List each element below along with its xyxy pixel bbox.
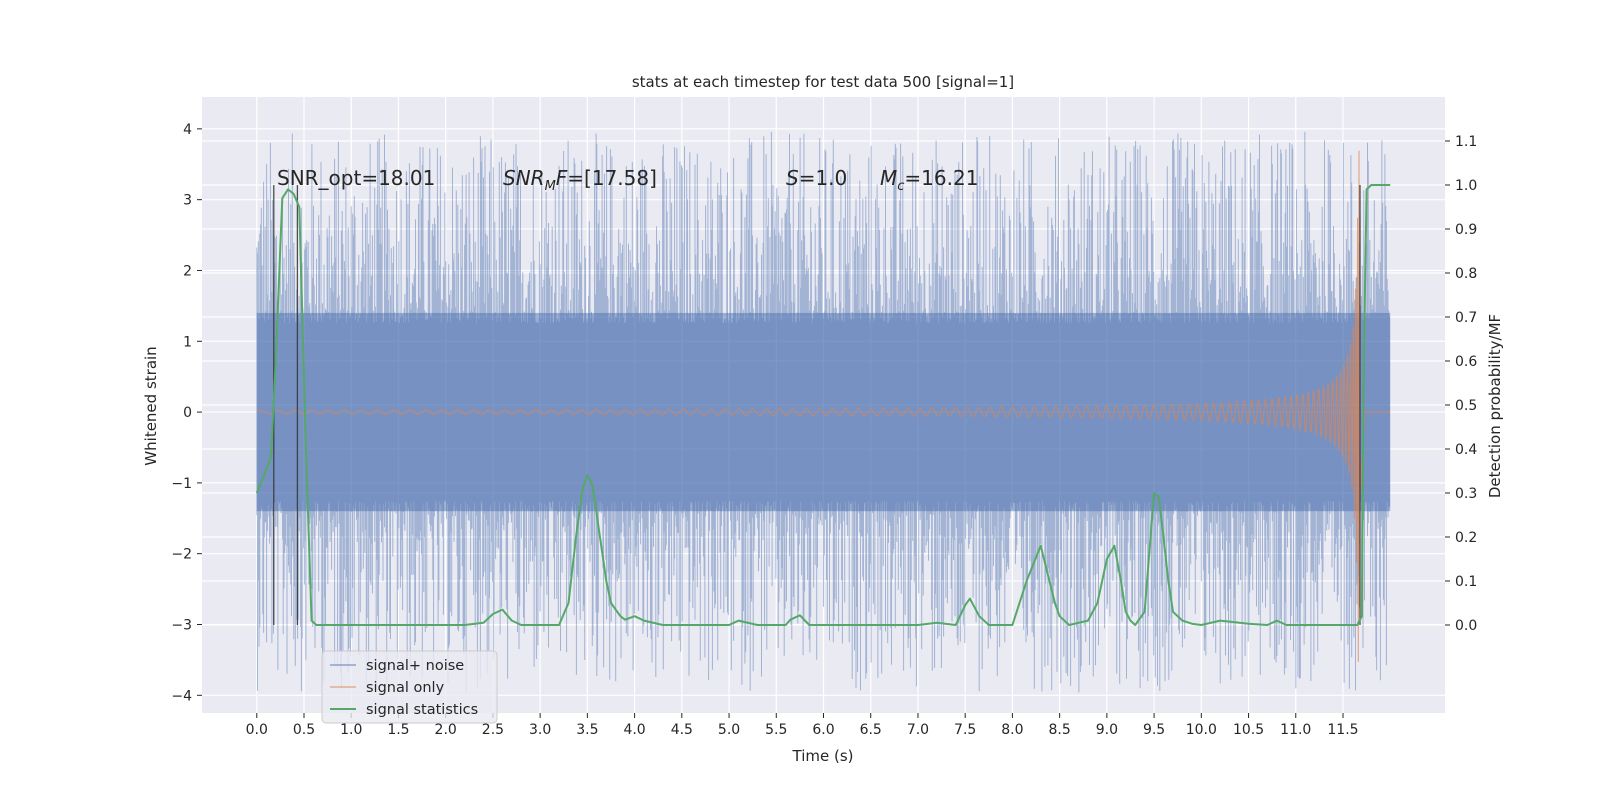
y-right-tick-label: 0.4 xyxy=(1455,442,1477,458)
annotation-mc-symbol: M xyxy=(880,166,897,190)
x-tick-label: 3.5 xyxy=(576,722,598,738)
x-tick-label: 4.5 xyxy=(671,722,693,738)
y-tick-label: 1 xyxy=(183,334,192,350)
y-right-tick-label: 0.2 xyxy=(1455,530,1477,546)
y-tick-label: −3 xyxy=(171,617,192,633)
annotation-snr-opt: SNR_opt=18.01 xyxy=(277,166,435,190)
x-tick-label: 2.0 xyxy=(435,722,457,738)
annotation-s: S=1.0 xyxy=(786,166,847,190)
legend-label: signal only xyxy=(366,680,445,696)
x-tick-label: 0.0 xyxy=(246,722,268,738)
stats-line xyxy=(255,184,1391,626)
y-tick-label: 4 xyxy=(183,122,192,138)
series-signal-statistics xyxy=(255,184,1391,626)
x-tick-label: 10.5 xyxy=(1233,722,1264,738)
y-right-tick-label: 1.1 xyxy=(1455,134,1477,150)
x-tick-label: 6.5 xyxy=(860,722,882,738)
y-tick-label: −4 xyxy=(171,688,192,704)
annotation-s-symbol: S xyxy=(786,166,799,190)
x-tick-label: 7.5 xyxy=(954,722,976,738)
x-tick-label: 8.5 xyxy=(1048,722,1070,738)
annotations: SNR_opt=18.01 SNRMF=[17.58] S=1.0 Mc=16.… xyxy=(277,166,978,194)
signal-trace xyxy=(256,150,1391,662)
y-tick-label: 2 xyxy=(183,263,192,279)
y-axis-right-ticks: 1.1 1.0 0.9 0.8 0.7 0.6 0.5 0.4 0.3 0.2 0.1 0.0 xyxy=(1445,134,1477,634)
annotation-mc-sub: c xyxy=(897,179,904,194)
y-axis-ticks: 4 3 2 1 0 −1 −2 −3 −4 xyxy=(171,122,202,704)
y-right-tick-label: 0.6 xyxy=(1455,354,1477,370)
y-right-tick-label: 0.0 xyxy=(1455,618,1477,634)
plot-area: SNR_opt=18.01 SNRMF=[17.58] S=1.0 Mc=16.… xyxy=(202,97,1445,713)
x-tick-label: 11.5 xyxy=(1327,722,1358,738)
y-right-tick-label: 0.8 xyxy=(1455,266,1477,282)
annotation-snr-mf: SNRMF=[17.58] xyxy=(503,166,657,194)
legend-label: signal+ noise xyxy=(366,658,464,674)
x-tick-label: 1.0 xyxy=(340,722,362,738)
x-tick-label: 2.5 xyxy=(482,722,504,738)
x-tick-label: 4.0 xyxy=(623,722,645,738)
annotation-snr-mf-symbol: SNR xyxy=(503,166,545,190)
y-right-tick-label: 0.3 xyxy=(1455,486,1477,502)
legend-box xyxy=(321,650,498,724)
y-right-tick-label: 0.7 xyxy=(1455,310,1477,326)
x-tick-label: 3.0 xyxy=(529,722,551,738)
y-right-tick-label: 0.5 xyxy=(1455,398,1477,414)
y-tick-label: −1 xyxy=(171,476,192,492)
annotation-snr-mf-value: =[17.58] xyxy=(567,166,657,190)
x-tick-label: 5.0 xyxy=(718,722,740,738)
x-tick-label: 9.5 xyxy=(1143,722,1165,738)
series-signal-only xyxy=(256,150,1391,662)
x-tick-label: 10.0 xyxy=(1186,722,1217,738)
y-axis-label: Whitened strain xyxy=(142,346,160,465)
x-axis-ticks: 0.0 0.5 1.0 1.5 2.0 2.5 3.0 3.5 4.0 4.5 5.0 5.5 6.0 6… xyxy=(246,713,1359,738)
y-tick-label: −2 xyxy=(171,547,192,563)
y-axis-right-label: Detection probability/MF xyxy=(1486,314,1504,498)
x-tick-label: 7.0 xyxy=(907,722,929,738)
x-tick-label: 1.5 xyxy=(387,722,409,738)
legend-label: signal statistics xyxy=(366,702,478,718)
x-tick-label: 9.0 xyxy=(1096,722,1118,738)
annotation-s-value: =1.0 xyxy=(799,166,848,190)
x-tick-label: 6.0 xyxy=(812,722,834,738)
x-tick-label: 0.5 xyxy=(293,722,315,738)
x-tick-label: 8.0 xyxy=(1001,722,1023,738)
legend: signal+ noise signal only signal statistic… xyxy=(321,650,498,724)
y-right-tick-label: 0.9 xyxy=(1455,222,1477,238)
annotation-mc-value: =16.21 xyxy=(904,166,978,190)
x-tick-label: 5.5 xyxy=(765,722,787,738)
y-tick-label: 3 xyxy=(183,193,192,209)
annotation-mc: Mc=16.21 xyxy=(880,166,978,194)
x-tick-label: 11.0 xyxy=(1280,722,1311,738)
y-tick-label: 0 xyxy=(183,405,192,421)
annotation-snr-mf-sub: M xyxy=(545,179,556,194)
chart-title: stats at each timestep for test data 500… xyxy=(632,73,1014,91)
x-axis-label: Time (s) xyxy=(792,747,854,765)
annotation-snr-mf-f: F xyxy=(556,166,568,190)
y-right-tick-label: 1.0 xyxy=(1455,178,1477,194)
y-right-tick-label: 0.1 xyxy=(1455,574,1477,590)
